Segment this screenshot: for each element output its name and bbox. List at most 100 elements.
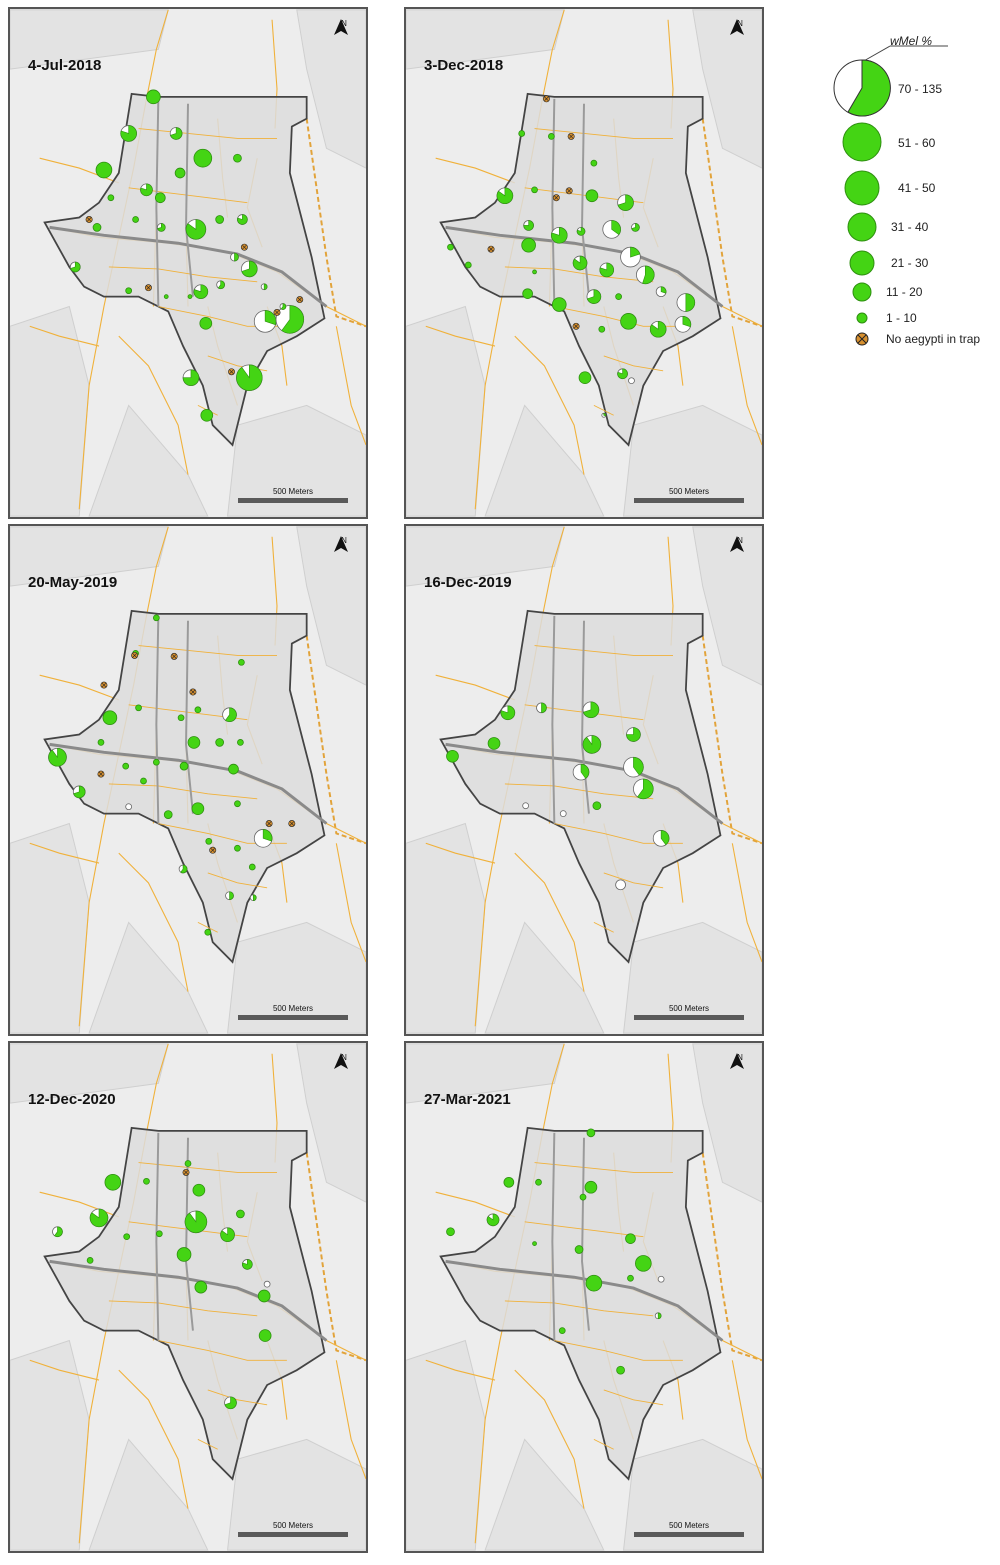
trap-circle [535, 1178, 542, 1186]
trap-circle [187, 736, 201, 749]
north-arrow: N [730, 1053, 750, 1069]
trap-pie-slice [660, 286, 667, 294]
scale-bar-label: 500 Meters [668, 487, 710, 496]
land-parcel [406, 1043, 565, 1104]
map-panel-20-may-2019: 20-May-2019 N 500 Meters [8, 524, 368, 1036]
trap-circle [140, 777, 147, 785]
trap-circle [625, 1233, 636, 1244]
trap-circle [163, 810, 173, 819]
trap-circle [215, 738, 224, 747]
no-aegypti-cross [242, 244, 247, 250]
trap-pie-slice [551, 227, 568, 244]
legend-symbol-1-10 [856, 312, 868, 324]
north-arrow-icon [730, 536, 744, 552]
trap-circle [257, 1289, 271, 1303]
legend-symbol-pie [833, 59, 891, 117]
trap-circle [236, 1209, 245, 1219]
trap-pie-slice [637, 778, 654, 800]
land-parcel [406, 822, 486, 1034]
trap-circle [184, 1160, 192, 1167]
trap-circle [584, 1180, 598, 1194]
coastline [701, 1152, 762, 1362]
land-parcel [296, 526, 366, 686]
scale-bar-line [634, 498, 744, 503]
road [435, 157, 515, 184]
trap-circle [92, 223, 102, 232]
trap-pie-slice [89, 1208, 109, 1228]
land-parcel [10, 1043, 169, 1104]
trap-pie-slice [626, 727, 641, 742]
street [603, 1389, 664, 1406]
study-area-boundary [43, 609, 326, 964]
legend-label: 11 - 20 [886, 285, 923, 299]
trap-pie-slice [184, 1210, 208, 1234]
study-area-boundary [439, 1126, 722, 1481]
trap-circle [446, 749, 459, 763]
trap-circle [194, 706, 202, 714]
road [731, 326, 762, 446]
no-aegypti-cross [86, 217, 92, 222]
trap-circle [102, 710, 118, 726]
trap-circle [522, 288, 533, 299]
main-road [445, 742, 724, 825]
north-arrow: N [334, 536, 354, 552]
scale-bar-line [238, 498, 348, 503]
legend-label: 1 - 10 [886, 311, 917, 325]
trap-circle [152, 758, 160, 766]
trap-circle [86, 1257, 94, 1264]
trap-pie-slice [70, 261, 81, 273]
trap-pie-slice [523, 220, 534, 231]
main-road [551, 615, 556, 824]
scale-bar-label: 500 Meters [668, 1004, 710, 1013]
north-arrow: N [334, 1053, 354, 1069]
trap-pie-slice [682, 316, 692, 328]
road [39, 674, 119, 701]
trap-circle [548, 133, 555, 140]
street [504, 783, 654, 800]
study-area-boundary [439, 609, 722, 964]
map-canvas [10, 526, 366, 1034]
trap-circle [135, 704, 142, 712]
no-aegypti-cross [554, 195, 559, 200]
trap-circle [590, 159, 598, 167]
road [731, 1360, 762, 1480]
road [731, 843, 762, 963]
trap-pie-slice [660, 830, 670, 846]
land-parcel [692, 9, 762, 169]
land-parcel [623, 921, 762, 1034]
main-road [581, 1137, 590, 1331]
panel-date-label: 3-Dec-2018 [424, 57, 504, 74]
main-road [445, 1259, 724, 1342]
trap-pie-slice [586, 289, 602, 304]
scale-bar: 500 Meters [634, 1521, 744, 1537]
land-parcel [88, 1438, 209, 1551]
trap-circle [446, 1227, 455, 1237]
trap-circle [154, 192, 166, 204]
scale-bar: 500 Meters [238, 1004, 348, 1020]
street [504, 266, 654, 283]
trap-circle [191, 802, 205, 816]
street [138, 645, 277, 656]
trap-circle [559, 810, 567, 817]
no-aegypti-cross [566, 188, 572, 193]
trap-circle [122, 762, 130, 770]
trap-pie-slice [182, 369, 200, 386]
no-aegypti-cross [171, 654, 177, 659]
trap-circle [518, 130, 526, 137]
road [514, 852, 585, 992]
road [29, 842, 100, 864]
land-parcel [227, 404, 366, 517]
trap-pie-slice [633, 756, 644, 776]
scale-bar-label: 500 Meters [272, 487, 314, 496]
trap-pie-slice [657, 1312, 662, 1320]
land-parcel [484, 404, 605, 517]
map-panel-27-mar-2021: 27-Mar-2021 N 500 Meters [404, 1041, 764, 1553]
road [118, 852, 189, 992]
north-letter: N [341, 19, 347, 28]
no-aegypti-cross [210, 848, 215, 853]
trap-circle [125, 803, 133, 811]
trap-pie-slice [185, 219, 207, 240]
trap-pie-slice [225, 707, 237, 722]
trap-circle [234, 800, 241, 808]
street [207, 872, 268, 889]
